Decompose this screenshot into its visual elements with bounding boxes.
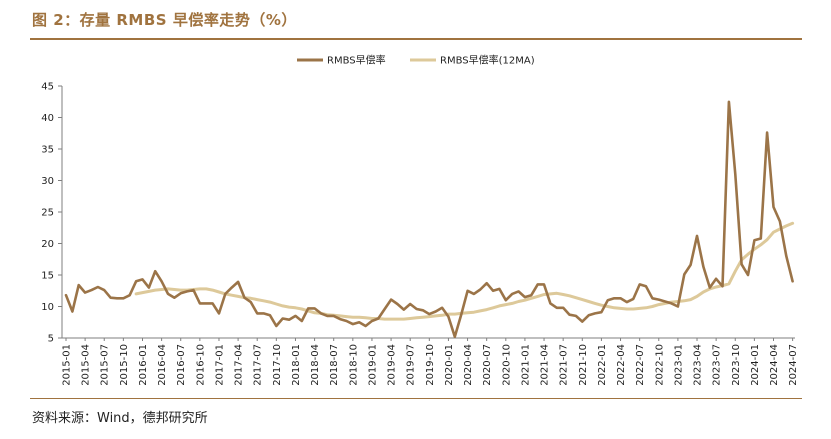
x-tick-label: 2018-04 xyxy=(310,344,321,386)
chart-legend: RMBS早偿率 RMBS早偿率(12MA) xyxy=(297,54,535,67)
y-tick-label: 15 xyxy=(41,271,54,282)
x-tick-label: 2015-07 xyxy=(100,344,111,386)
y-tick-label: 20 xyxy=(41,239,54,250)
chart-title: 图 2：存量 RMBS 早偿率走势（%） xyxy=(32,11,297,29)
x-tick-label: 2020-01 xyxy=(444,344,455,386)
x-tick-label: 2021-01 xyxy=(520,344,531,386)
footer-divider xyxy=(30,398,802,399)
y-tick-label: 40 xyxy=(41,113,54,124)
x-tick-label: 2015-01 xyxy=(62,344,73,386)
x-tick-label: 2016-07 xyxy=(176,344,187,386)
x-tick-label: 2021-10 xyxy=(578,344,589,386)
y-tick-label: 10 xyxy=(41,302,54,313)
x-tick-label: 2019-10 xyxy=(425,344,436,386)
source-note: 资料来源：Wind，德邦研究所 xyxy=(32,411,208,426)
x-tick-label: 2024-07 xyxy=(788,344,799,386)
x-tick-label: 2023-01 xyxy=(673,344,684,386)
x-tick-label: 2015-04 xyxy=(81,344,92,386)
x-tick-label: 2020-04 xyxy=(463,344,474,386)
x-tick-label: 2017-10 xyxy=(272,344,283,386)
series-line-rmbs-prepayment xyxy=(64,100,794,338)
y-axis: 5 10 15 20 25 30 35 40 45 xyxy=(41,82,63,345)
x-tick-label: 2018-01 xyxy=(291,344,302,386)
x-tick-label: 2022-10 xyxy=(654,344,665,386)
x-tick-label: 2017-07 xyxy=(253,344,264,386)
x-tick-label: 2023-10 xyxy=(731,344,742,386)
x-tick-label: 2023-07 xyxy=(712,344,723,386)
y-tick-label: 30 xyxy=(41,176,54,187)
x-tick-label: 2017-01 xyxy=(214,344,225,386)
x-tick-label: 2024-04 xyxy=(769,344,780,386)
x-tick-label: 2015-10 xyxy=(119,344,130,386)
x-tick-label: 2022-01 xyxy=(597,344,608,386)
x-tick-label: 2020-10 xyxy=(501,344,512,386)
series-lines xyxy=(64,100,795,338)
x-tick-label: 2019-07 xyxy=(406,344,417,386)
legend-label: RMBS早偿率 xyxy=(327,54,386,67)
x-axis: 2015-01 2015-04 2015-07 2015-10 2016-01 2016-… xyxy=(62,337,799,386)
y-tick-label: 5 xyxy=(48,334,54,345)
x-tick-label: 2016-04 xyxy=(157,344,168,386)
y-tick-label: 35 xyxy=(41,145,54,156)
x-tick-label: 2019-01 xyxy=(367,344,378,386)
x-tick-label: 2021-04 xyxy=(540,344,551,386)
x-tick-label: 2022-07 xyxy=(635,344,646,386)
x-tick-label: 2016-10 xyxy=(195,344,206,386)
x-tick-label: 2019-04 xyxy=(387,344,398,386)
x-tick-label: 2022-04 xyxy=(616,344,627,386)
y-tick-label: 45 xyxy=(41,82,54,93)
x-tick-label: 2016-01 xyxy=(138,344,149,386)
y-tick-label: 25 xyxy=(41,208,54,219)
title-divider xyxy=(30,38,802,40)
x-tick-label: 2018-07 xyxy=(329,344,340,386)
line-chart: RMBS早偿率 RMBS早偿率(12MA) 5 10 15 20 25 30 35 40 45 2… xyxy=(41,54,799,386)
legend-label: RMBS早偿率(12MA) xyxy=(440,54,535,67)
x-tick-label: 2020-07 xyxy=(482,344,493,386)
x-tick-label: 2017-04 xyxy=(234,344,245,386)
x-tick-label: 2023-04 xyxy=(693,344,704,386)
x-tick-label: 2024-01 xyxy=(750,344,761,386)
x-tick-label: 2021-07 xyxy=(559,344,570,386)
x-tick-label: 2018-10 xyxy=(348,344,359,386)
